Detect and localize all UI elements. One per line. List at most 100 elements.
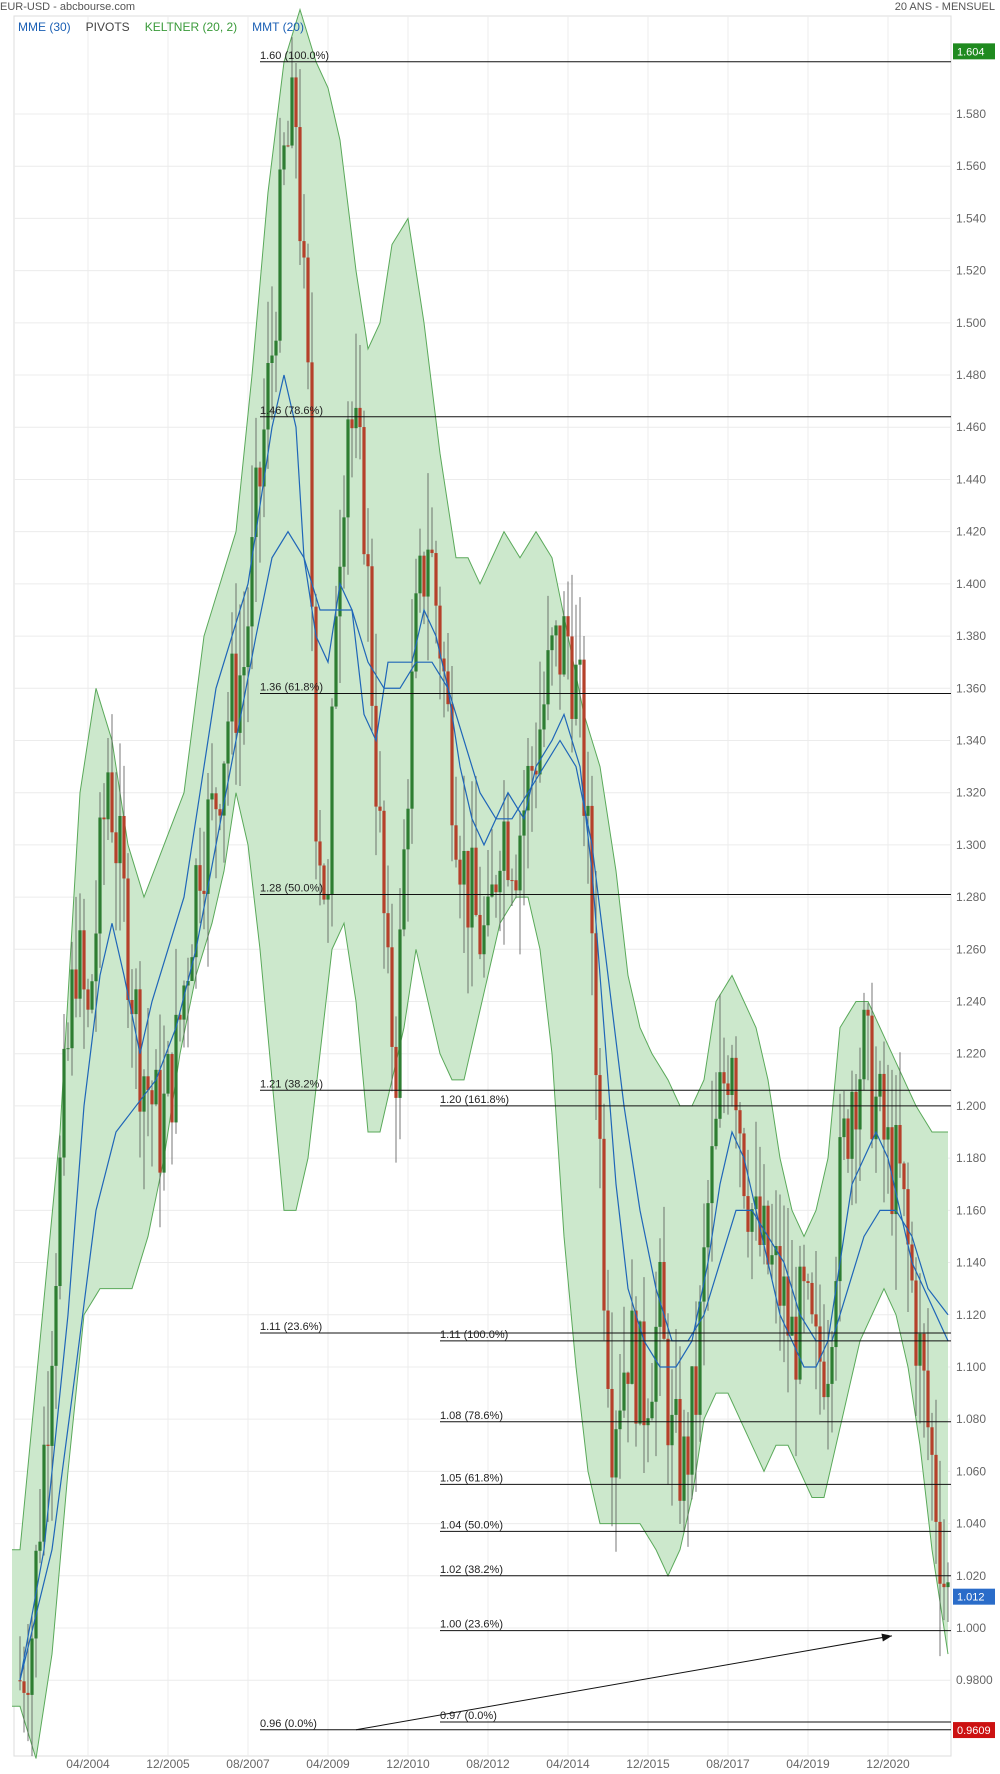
candle-body xyxy=(670,1414,674,1446)
candle-body xyxy=(54,1286,58,1366)
candle-body xyxy=(74,969,78,999)
candle-body xyxy=(46,1444,50,1446)
candle-body xyxy=(262,429,266,487)
x-tick-label: 04/2009 xyxy=(306,1757,350,1771)
candle-body xyxy=(322,865,326,900)
candle-body xyxy=(542,704,546,730)
candle-body xyxy=(70,969,74,1049)
legend-mme[interactable]: MME (30) xyxy=(18,20,71,34)
candle-body xyxy=(938,1521,942,1584)
candle-body xyxy=(50,1365,54,1446)
candle-body xyxy=(622,1372,626,1411)
candle-body xyxy=(586,805,590,816)
candle-body xyxy=(786,1276,790,1336)
y-tick-label: 1.280 xyxy=(956,890,986,904)
candle-body xyxy=(402,849,406,930)
candle-body xyxy=(526,765,530,811)
candle-body xyxy=(150,1090,154,1105)
candle-body xyxy=(362,427,366,555)
candle-body xyxy=(474,847,478,915)
candle-body xyxy=(890,1127,894,1215)
candle-body xyxy=(946,1582,950,1588)
y-tick-label: 1.480 xyxy=(956,368,986,382)
candle-body xyxy=(318,841,322,866)
fib-level-label: 1.04 (50.0%) xyxy=(440,1519,503,1531)
candle-body xyxy=(222,763,226,816)
y-tick-label: 1.200 xyxy=(956,1099,986,1113)
candle-body xyxy=(170,1054,174,1123)
candle-body xyxy=(518,835,522,891)
candle-body xyxy=(166,1054,170,1094)
candle-body xyxy=(942,1583,946,1588)
candle-body xyxy=(706,1203,710,1248)
candle-body xyxy=(90,981,94,1010)
fib-level-label: 1.00 (23.6%) xyxy=(440,1619,503,1631)
y-tick-label: 1.220 xyxy=(956,1047,986,1061)
candle-body xyxy=(434,553,438,606)
legend-pivots[interactable]: PIVOTS xyxy=(85,20,130,34)
candle-body xyxy=(614,1429,618,1478)
candle-body xyxy=(674,1398,678,1415)
candle-body xyxy=(454,825,458,860)
candle-body xyxy=(478,914,482,955)
candle-body xyxy=(346,419,350,518)
candle-body xyxy=(570,636,574,719)
candle-body xyxy=(598,1075,602,1139)
y-tick-label: 1.000 xyxy=(956,1621,986,1635)
candle-body xyxy=(554,625,558,636)
candle-body xyxy=(214,793,218,810)
candle-body xyxy=(102,817,106,820)
fib-level-label: 1.05 (61.8%) xyxy=(440,1472,503,1484)
candle-body xyxy=(38,1541,42,1551)
candle-body xyxy=(458,859,462,885)
candle-body xyxy=(94,933,98,982)
candle-body xyxy=(230,653,234,722)
candle-body xyxy=(438,605,442,659)
candle-body xyxy=(486,896,490,926)
candle-body xyxy=(294,77,298,128)
candle-body xyxy=(666,1338,670,1446)
candle-body xyxy=(366,554,370,567)
candle-body xyxy=(762,1205,766,1245)
candle-body xyxy=(442,658,446,672)
candle-body xyxy=(18,1680,22,1682)
candle-body xyxy=(42,1444,46,1542)
legend-mmt[interactable]: MMT (20) xyxy=(252,20,304,34)
fib-level-label: 1.21 (38.2%) xyxy=(260,1078,323,1090)
candle-body xyxy=(190,957,194,981)
candle-body xyxy=(874,1096,878,1140)
candle-body xyxy=(370,566,374,706)
candle-body xyxy=(334,616,338,707)
candle-body xyxy=(702,1247,706,1302)
candle-body xyxy=(502,821,506,871)
price-badge xyxy=(953,1588,995,1605)
y-tick-label: 1.080 xyxy=(956,1412,986,1426)
chart-period: 20 ANS - MENSUEL xyxy=(894,1,995,13)
candle-body xyxy=(282,145,286,170)
candle-body xyxy=(642,1321,646,1426)
candle-body xyxy=(254,467,258,538)
candle-body xyxy=(610,1388,614,1478)
candle-body xyxy=(450,704,454,826)
price-badge xyxy=(953,43,995,60)
candle-body xyxy=(498,870,502,893)
candle-body xyxy=(198,865,202,891)
y-tick-label: 1.120 xyxy=(956,1308,986,1322)
candle-body xyxy=(462,850,466,885)
candle-body xyxy=(842,1118,846,1138)
candle-body xyxy=(386,913,390,948)
candle-body xyxy=(566,616,570,637)
y-tick-label: 1.320 xyxy=(956,786,986,800)
candle-body xyxy=(790,1316,794,1336)
x-tick-label: 12/2015 xyxy=(626,1757,670,1771)
candle-body xyxy=(798,1266,802,1380)
candle-body xyxy=(306,257,310,363)
candle-body xyxy=(330,706,334,895)
candle-body xyxy=(850,1091,854,1159)
y-tick-label: 1.060 xyxy=(956,1464,986,1478)
candle-body xyxy=(342,517,346,567)
legend-keltner[interactable]: KELTNER (20, 2) xyxy=(144,20,238,34)
candle-body xyxy=(250,537,254,627)
candle-body xyxy=(110,772,114,833)
